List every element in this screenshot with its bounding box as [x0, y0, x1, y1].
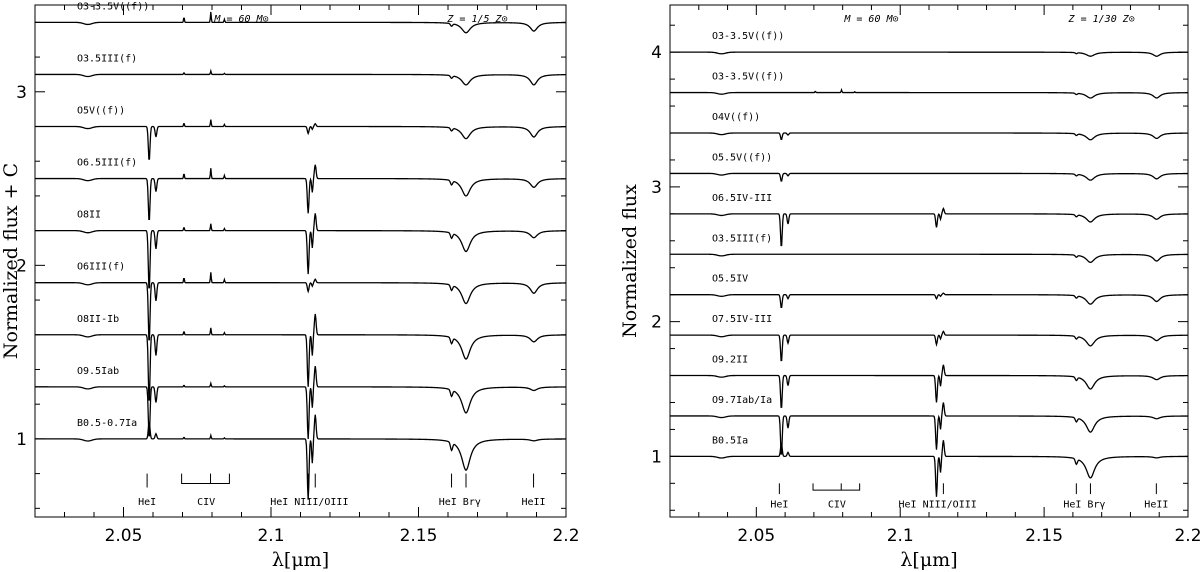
- spectrum-line: [670, 402, 1189, 455]
- spectrum-label: O3.5III(f): [712, 233, 772, 244]
- spectrum-line: [35, 313, 567, 401]
- y-tick-label: 1: [651, 447, 662, 467]
- x-tick-label: 2.05: [737, 526, 775, 546]
- x-tick-label: 2.2: [1174, 526, 1200, 546]
- panel-right: 2.05 2.1 2.15 2.2 1 2 3 4 λ[μm] Normalized flux M …: [619, 4, 1200, 571]
- spectrum-label: O9.2II: [712, 355, 748, 366]
- y-tick-label: 2: [651, 313, 662, 333]
- header-mass: M = 60 M⊙: [843, 14, 898, 25]
- x-tick-label: 2.1: [257, 526, 284, 546]
- spectrum-line: [35, 164, 567, 220]
- spectrum-line: [670, 206, 1188, 247]
- spectrum-label: O6.5III(f): [77, 158, 137, 169]
- x-tick-label: 2.15: [400, 526, 438, 546]
- line-id-label: HeI NIII/OIII: [270, 497, 348, 508]
- y-tick-label: 4: [651, 43, 662, 63]
- x-tick-label: 2.15: [1025, 526, 1063, 546]
- line-id-label: HeI: [138, 497, 156, 508]
- spectrum-label: O7.5IV-III: [712, 314, 772, 325]
- panel-left: 2.05 2.1 2.15 2.2 1 2 3 λ[μm] Normalized flux + …: [0, 1, 580, 571]
- spectrum-label: B0.5-0.7Ia: [77, 418, 137, 429]
- line-id-label: CIV: [828, 500, 846, 511]
- header-mass: M = 60 M⊙: [213, 14, 268, 25]
- spectrum-line: [670, 253, 1189, 263]
- header-metallicity: Z = 1/30 Z⊙: [1068, 14, 1135, 25]
- spectrum-label: O3-3.5V((f)): [77, 1, 149, 12]
- spectrum-line: [35, 272, 566, 341]
- spectrum-label: O5V((f)): [77, 105, 125, 116]
- y-tick-label: 1: [16, 430, 27, 450]
- spectrum-line: [35, 414, 566, 500]
- line-id-label: CIV: [197, 497, 215, 508]
- x-tick-label: 2.2: [552, 526, 579, 546]
- spectrum-line: [670, 51, 1189, 57]
- spectrum-label: B0.5Ia: [712, 435, 748, 446]
- x-axis-title: λ[μm]: [900, 549, 957, 571]
- spectrum-label: O9.5Iab: [77, 366, 119, 377]
- y-tick-label: 2: [16, 256, 27, 276]
- spectrum-line: [35, 365, 566, 439]
- spectrum-line: [35, 68, 566, 86]
- spectrum-label: O3-3.5V((f)): [712, 72, 784, 83]
- spectrum-line: [670, 364, 1188, 408]
- y-tick-label: 3: [16, 83, 27, 103]
- line-id-label: HeII: [522, 497, 546, 508]
- spectrum-line: [35, 213, 567, 289]
- line-id-label: HeI Brγ: [439, 497, 481, 508]
- spectrum-label: O5.5V((f)): [712, 152, 772, 163]
- spectrum-line: [670, 292, 1188, 308]
- spectrum-label: O5.5IV: [712, 274, 748, 285]
- spectrum-line: [670, 330, 1188, 362]
- spectrum-label: O8II-Ib: [77, 314, 119, 325]
- x-tick-label: 2.1: [887, 526, 914, 546]
- line-id-label: HeI Brγ: [1063, 500, 1105, 511]
- header-metallicity: Z = 1/5 Z⊙: [446, 14, 507, 25]
- x-axis-title: λ[μm]: [272, 549, 329, 571]
- line-id-bracket: [181, 473, 230, 484]
- spectrum-label: O4V((f)): [712, 112, 760, 123]
- spectrum-label: O6.5IV-III: [712, 193, 772, 204]
- spectrum-label: O6III(f): [77, 262, 125, 273]
- spectrum-line: [35, 11, 566, 34]
- line-id-label: HeI: [770, 500, 788, 511]
- spectrum-label: O9.7Iab/Ia: [712, 395, 772, 406]
- spectrum-line: [670, 132, 1188, 141]
- spectrum-line: [670, 172, 1188, 182]
- y-axis-title: Normalized flux + C: [0, 163, 22, 359]
- y-axis-title: Normalized flux: [619, 184, 641, 338]
- spectrum-label: O8II: [77, 210, 101, 221]
- spectrum-label: O3.5III(f): [77, 53, 137, 64]
- line-id-label: HeI NIII/OIII: [898, 500, 976, 511]
- x-tick-label: 2.05: [105, 526, 143, 546]
- line-id-bracket: [812, 483, 861, 491]
- y-tick-label: 3: [651, 178, 662, 198]
- line-id-label: HeII: [1144, 500, 1168, 511]
- spectrum-label: O3-3.5V((f)): [712, 31, 784, 42]
- spectrum-line: [670, 440, 1189, 497]
- spectrum-line: [670, 87, 1189, 99]
- spectrum-line: [35, 119, 567, 160]
